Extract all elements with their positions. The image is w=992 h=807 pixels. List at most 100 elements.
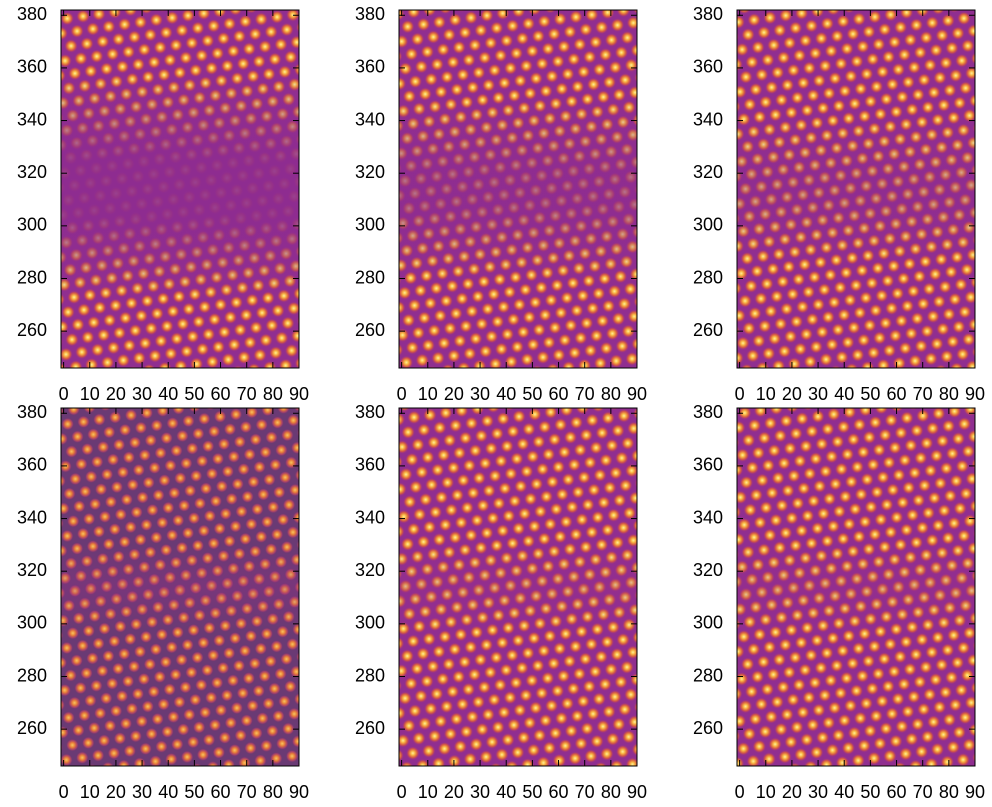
y-tick-label: 380 (355, 4, 385, 24)
x-tick-label: 0 (397, 782, 407, 802)
heatmap-band (737, 408, 975, 766)
y-tick-label: 300 (355, 215, 385, 235)
y-tick-label: 340 (693, 507, 723, 527)
y-tick-label: 360 (355, 57, 385, 77)
heatmap-band (61, 408, 299, 766)
x-tick-label: 60 (211, 782, 231, 802)
x-tick-label: 60 (549, 384, 569, 404)
y-tick-label: 380 (17, 402, 47, 422)
y-tick-label: 280 (693, 665, 723, 685)
y-tick-label: 320 (693, 162, 723, 182)
y-tick-label: 280 (355, 267, 385, 287)
y-tick-label: 320 (17, 162, 47, 182)
x-tick-label: 10 (80, 384, 100, 404)
x-tick-label: 20 (106, 782, 126, 802)
x-tick-label: 90 (965, 384, 985, 404)
x-tick-label: 30 (808, 384, 828, 404)
x-tick-label: 70 (237, 384, 257, 404)
x-tick-label: 30 (470, 384, 490, 404)
x-tick-label: 10 (756, 384, 776, 404)
x-tick-label: 10 (756, 782, 776, 802)
x-tick-label: 70 (575, 782, 595, 802)
y-tick-label: 340 (355, 109, 385, 129)
figure: 0102030405060708090260280300320340360380… (0, 0, 992, 807)
x-tick-label: 20 (782, 782, 802, 802)
y-tick-label: 280 (17, 267, 47, 287)
x-tick-label: 80 (939, 384, 959, 404)
x-tick-label: 50 (860, 782, 880, 802)
x-tick-label: 60 (549, 782, 569, 802)
y-tick-label: 380 (355, 402, 385, 422)
x-tick-label: 80 (601, 782, 621, 802)
x-tick-label: 90 (627, 782, 647, 802)
x-tick-label: 0 (59, 782, 69, 802)
x-tick-label: 70 (913, 782, 933, 802)
y-tick-label: 280 (693, 267, 723, 287)
x-tick-label: 50 (184, 782, 204, 802)
heatmap-band (737, 10, 975, 368)
y-tick-label: 280 (355, 665, 385, 685)
y-tick-label: 320 (355, 162, 385, 182)
x-tick-label: 90 (289, 782, 309, 802)
x-tick-label: 10 (418, 384, 438, 404)
x-tick-label: 70 (913, 384, 933, 404)
x-tick-label: 50 (184, 384, 204, 404)
y-tick-label: 320 (17, 560, 47, 580)
x-tick-label: 50 (860, 384, 880, 404)
x-tick-label: 30 (470, 782, 490, 802)
y-tick-label: 260 (693, 718, 723, 738)
x-tick-label: 40 (496, 384, 516, 404)
y-tick-label: 360 (17, 455, 47, 475)
x-tick-label: 60 (211, 384, 231, 404)
x-tick-label: 0 (397, 384, 407, 404)
y-tick-label: 360 (693, 57, 723, 77)
x-tick-label: 40 (158, 384, 178, 404)
y-tick-label: 260 (355, 320, 385, 340)
heatmap-band (399, 10, 637, 368)
x-tick-label: 60 (887, 782, 907, 802)
y-tick-label: 340 (355, 507, 385, 527)
heatmap-band (61, 10, 299, 368)
x-tick-label: 50 (522, 384, 542, 404)
y-tick-label: 320 (693, 560, 723, 580)
y-tick-label: 300 (693, 215, 723, 235)
y-tick-label: 260 (693, 320, 723, 340)
x-tick-label: 20 (106, 384, 126, 404)
y-tick-label: 260 (355, 718, 385, 738)
y-tick-label: 320 (355, 560, 385, 580)
x-tick-label: 80 (601, 384, 621, 404)
x-tick-label: 80 (263, 384, 283, 404)
y-tick-label: 340 (17, 109, 47, 129)
heatmap-band (399, 408, 637, 766)
x-tick-label: 70 (575, 384, 595, 404)
x-tick-label: 0 (735, 782, 745, 802)
x-tick-label: 0 (59, 384, 69, 404)
y-tick-label: 380 (693, 402, 723, 422)
x-tick-label: 50 (522, 782, 542, 802)
x-tick-label: 70 (237, 782, 257, 802)
x-tick-label: 30 (132, 782, 152, 802)
x-tick-label: 30 (132, 384, 152, 404)
x-tick-label: 80 (263, 782, 283, 802)
y-tick-label: 340 (17, 507, 47, 527)
x-tick-label: 60 (887, 384, 907, 404)
x-tick-label: 40 (158, 782, 178, 802)
y-tick-label: 260 (17, 718, 47, 738)
y-tick-label: 380 (17, 4, 47, 24)
y-tick-label: 300 (355, 613, 385, 633)
x-tick-label: 90 (627, 384, 647, 404)
x-tick-label: 40 (834, 782, 854, 802)
x-tick-label: 40 (496, 782, 516, 802)
x-tick-label: 0 (735, 384, 745, 404)
y-tick-label: 280 (17, 665, 47, 685)
y-tick-label: 300 (17, 215, 47, 235)
y-tick-label: 300 (17, 613, 47, 633)
x-tick-label: 90 (965, 782, 985, 802)
x-tick-label: 30 (808, 782, 828, 802)
x-tick-label: 20 (444, 782, 464, 802)
x-tick-label: 10 (418, 782, 438, 802)
y-tick-label: 360 (17, 57, 47, 77)
y-tick-label: 340 (693, 109, 723, 129)
y-tick-label: 260 (17, 320, 47, 340)
y-tick-label: 360 (355, 455, 385, 475)
